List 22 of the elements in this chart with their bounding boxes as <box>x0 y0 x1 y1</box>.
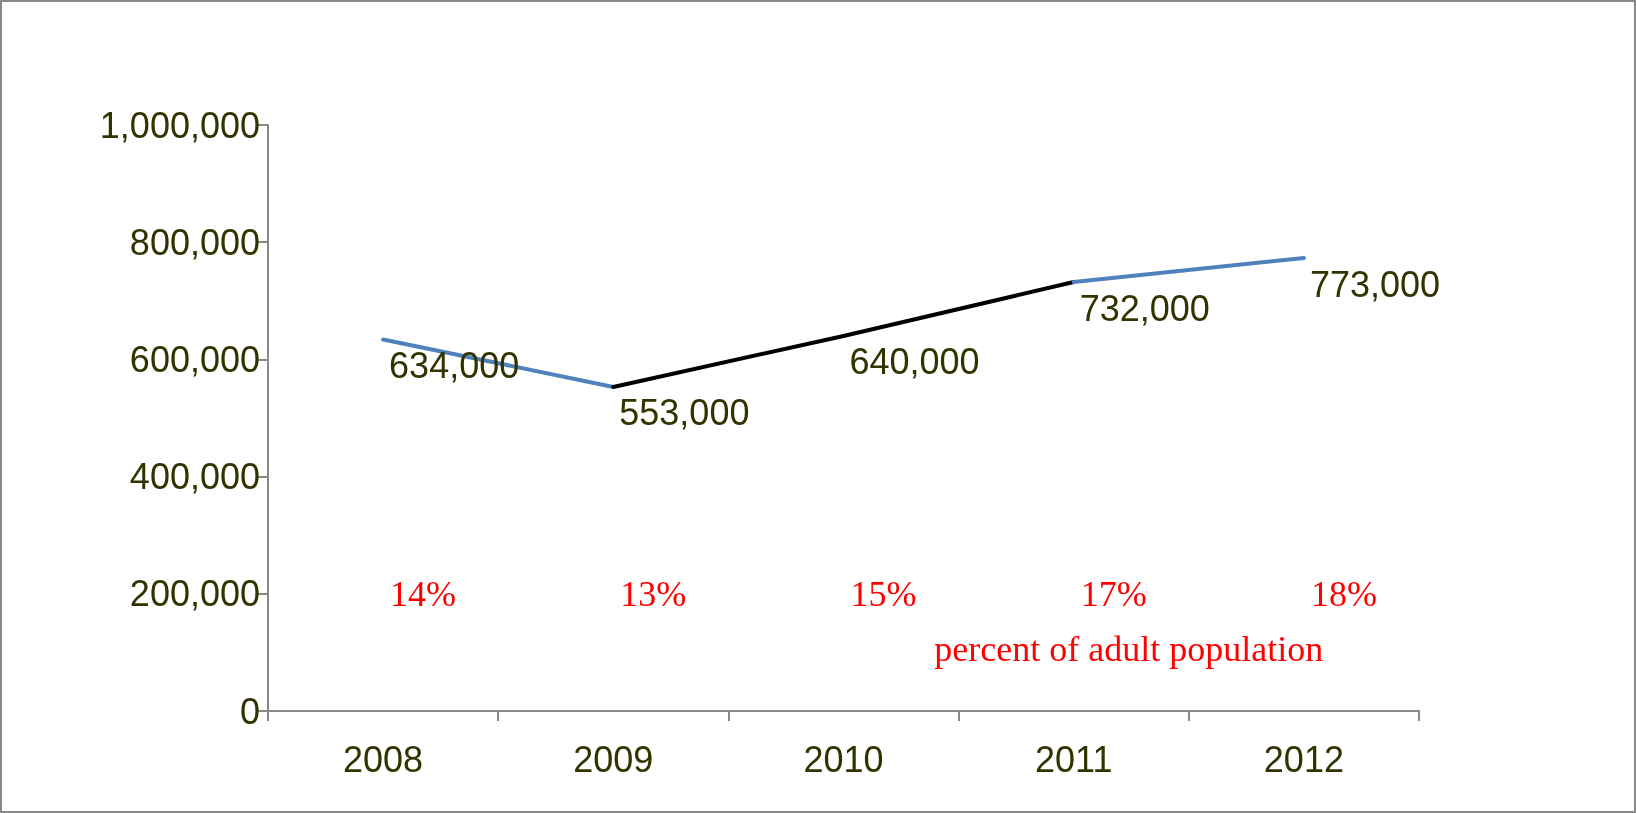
y-tick-label: 0 <box>239 690 260 732</box>
annotation: 18% <box>1310 573 1377 614</box>
annotation: 14% <box>390 573 457 614</box>
annotation: 17% <box>1080 573 1147 614</box>
data-label: 640,000 <box>849 341 980 383</box>
x-tick-label: 2009 <box>573 738 654 780</box>
x-tick-label: 2012 <box>1263 738 1344 780</box>
y-tick-label: 200,000 <box>129 573 260 615</box>
annotation: 13% <box>620 573 687 614</box>
data-label: 773,000 <box>1309 263 1441 305</box>
data-label: 732,000 <box>1079 287 1210 329</box>
y-tick-label: 800,000 <box>129 221 260 263</box>
y-tick-label: 400,000 <box>129 456 260 498</box>
x-tick-label: 2011 <box>1034 738 1113 780</box>
y-tick-label: 600,000 <box>129 338 260 380</box>
x-tick-label: 2010 <box>803 738 884 780</box>
annotation: 15% <box>850 573 917 614</box>
x-tick-label: 2008 <box>343 738 424 780</box>
y-tick-label: 1,000,000 <box>99 104 260 146</box>
data-label: 553,000 <box>619 392 750 434</box>
annotation: percent of adult population <box>934 628 1324 669</box>
data-label: 634,000 <box>389 344 520 386</box>
